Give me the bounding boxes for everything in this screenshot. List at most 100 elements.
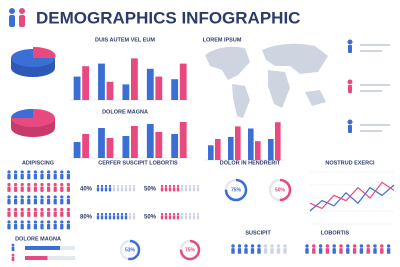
bar (179, 122, 187, 158)
person-head (46, 182, 51, 187)
person-head (46, 195, 51, 199)
bar (155, 132, 163, 158)
bar (131, 126, 138, 158)
person-head (27, 195, 31, 199)
person-body (20, 198, 24, 205)
person-body (20, 173, 24, 180)
person-head (13, 195, 18, 199)
bar-track (25, 256, 75, 260)
person-body (7, 211, 11, 217)
person-head (339, 244, 343, 248)
person-head (164, 184, 168, 188)
section-title: DUIS AUTEM VEL EUM (95, 37, 155, 43)
person-body (231, 248, 235, 254)
section-title: NOSTRUD EXERCI (325, 160, 375, 166)
person-body (60, 223, 64, 230)
section-title: DOLOR IN HENDRERIT (220, 160, 281, 166)
bar (275, 122, 281, 160)
person-body (33, 198, 38, 205)
person-head (60, 220, 64, 224)
person-body (46, 223, 51, 230)
person-body (276, 248, 281, 254)
person-body (46, 211, 51, 217)
person-head (46, 170, 51, 174)
person-head (7, 182, 11, 187)
person-head (250, 244, 255, 248)
bar (248, 128, 254, 160)
person-head (176, 184, 180, 188)
bar (106, 138, 114, 158)
person-head (60, 170, 64, 174)
person-head (27, 207, 31, 212)
person-body (60, 211, 64, 217)
person-head (312, 244, 316, 248)
person-head (176, 212, 180, 216)
person-body (164, 187, 168, 192)
person-body (20, 211, 24, 217)
person-body (66, 173, 71, 180)
person-head (305, 244, 309, 248)
bar (179, 63, 187, 100)
person-head (108, 212, 112, 216)
person-head (33, 182, 38, 187)
person-head (120, 212, 124, 216)
person-body (116, 187, 120, 192)
person-body (386, 248, 391, 254)
person-body (263, 248, 268, 254)
person-body (7, 186, 11, 192)
person-body (180, 187, 184, 192)
section-title: LOREM IPSUM (203, 37, 242, 43)
person-body (11, 246, 15, 252)
donut-arc (268, 178, 292, 202)
person-head (270, 244, 274, 248)
person-head (53, 170, 57, 174)
person-head (168, 184, 172, 188)
bar (98, 128, 105, 158)
person-body (124, 187, 128, 192)
person-head (13, 207, 18, 212)
bar (146, 124, 154, 158)
bar (155, 76, 163, 100)
person-head (66, 207, 71, 212)
person-body (27, 173, 31, 180)
person-body (20, 186, 24, 192)
person-body (318, 248, 323, 254)
person-body (66, 198, 71, 205)
person-body (120, 187, 124, 192)
bar (122, 136, 130, 158)
person-body (66, 186, 71, 192)
person-head (116, 184, 120, 188)
person-head (53, 207, 57, 212)
person-head (7, 195, 11, 199)
person-body (11, 256, 15, 262)
bar (171, 134, 179, 158)
icon-fill (96, 212, 128, 220)
bar (25, 246, 60, 250)
person-body (53, 223, 57, 230)
person-head (66, 170, 71, 174)
person-body (346, 248, 350, 254)
person-body (7, 173, 11, 180)
person-head (116, 212, 120, 216)
person-body (13, 173, 18, 180)
person-head (257, 244, 261, 248)
person-head (33, 170, 38, 174)
person-body (128, 215, 132, 220)
person-head (386, 244, 391, 248)
donut-arc (119, 239, 141, 261)
person-head (20, 182, 24, 187)
person-head (132, 212, 136, 216)
bar (171, 79, 179, 100)
bar (228, 136, 234, 160)
icon-fill (160, 212, 180, 220)
person-head (11, 253, 15, 257)
person-head (100, 212, 104, 216)
person-body (27, 223, 31, 230)
person-body (180, 215, 184, 220)
person-body (108, 187, 112, 192)
person-body (13, 223, 18, 230)
person-body (244, 248, 248, 254)
person-body (96, 215, 100, 220)
person-head (192, 184, 196, 188)
